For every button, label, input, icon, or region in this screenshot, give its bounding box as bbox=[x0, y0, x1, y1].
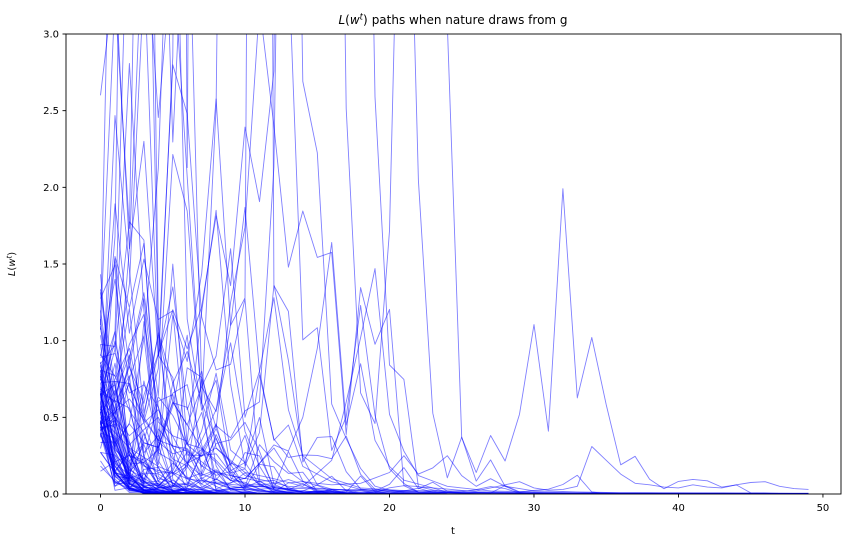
series-path-landmark bbox=[100, 34, 809, 494]
series-path bbox=[100, 393, 809, 494]
series-path bbox=[100, 422, 809, 494]
x-tick-label: 0 bbox=[97, 503, 103, 514]
chart-title: L(wt) paths when nature draws from g bbox=[338, 13, 567, 28]
series-path bbox=[100, 403, 809, 494]
y-tick-label: 0.5 bbox=[43, 413, 59, 424]
series-path bbox=[100, 34, 809, 494]
series-path bbox=[100, 411, 809, 494]
series-path bbox=[100, 380, 809, 494]
y-tick-label: 2.5 bbox=[43, 106, 59, 117]
series-path-landmark bbox=[100, 416, 809, 492]
series-path bbox=[100, 34, 809, 494]
y-tick-label: 0.0 bbox=[43, 490, 59, 501]
x-axis-label: t bbox=[451, 526, 455, 537]
ticks-layer: 0 10 20 30 40 50 0.0 0.5 1.0 1.5 2.0 2.5 3.0 bbox=[43, 30, 829, 515]
x-tick-label: 20 bbox=[383, 503, 396, 514]
series-path bbox=[100, 334, 809, 494]
y-tick-label: 1.5 bbox=[43, 260, 59, 271]
x-tick-label: 30 bbox=[528, 503, 541, 514]
series-path bbox=[100, 34, 809, 494]
x-tick-label: 40 bbox=[672, 503, 685, 514]
series-path bbox=[100, 362, 809, 494]
series-path bbox=[100, 434, 809, 494]
series-path bbox=[100, 378, 809, 494]
y-tick-label: 2.0 bbox=[43, 183, 59, 194]
x-tick-label: 10 bbox=[239, 503, 252, 514]
series-path bbox=[100, 64, 809, 494]
y-tick-label: 3.0 bbox=[43, 30, 59, 41]
series-path bbox=[100, 416, 809, 494]
series-path bbox=[100, 321, 809, 494]
x-tick-label: 50 bbox=[817, 503, 830, 514]
y-axis-label: L(wt) bbox=[6, 252, 19, 276]
series-path bbox=[100, 394, 809, 494]
y-tick-label: 1.0 bbox=[43, 336, 59, 347]
series-path bbox=[100, 382, 809, 494]
